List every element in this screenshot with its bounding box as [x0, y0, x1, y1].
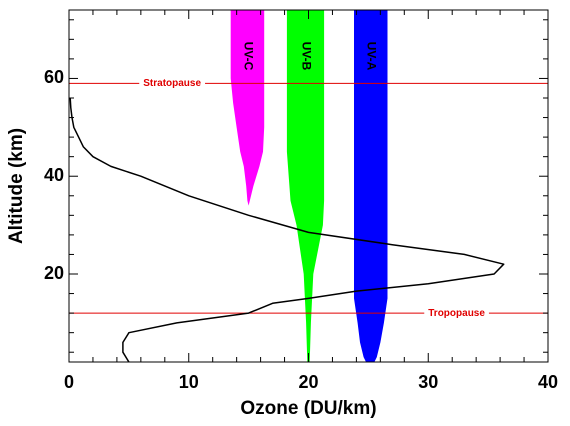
- uv-a-band: [354, 10, 388, 362]
- y-tick-label: 60: [44, 67, 64, 87]
- ozone-profile-line: [69, 97, 505, 363]
- x-tick-label: 0: [64, 372, 74, 392]
- x-tick-label: 30: [418, 372, 438, 392]
- uv-b-band-label: UV-B: [299, 42, 313, 71]
- y-tick-label: 20: [44, 263, 64, 283]
- axis-tick-labels: 0 10 20 30 40 20 40 60: [44, 67, 558, 392]
- ozone-profile: [69, 97, 505, 363]
- x-tick-label: 10: [179, 372, 199, 392]
- y-axis-title: Altitude (km): [6, 128, 27, 244]
- uv-bands: UV-C UV-B UV-A: [230, 10, 388, 362]
- stratopause-label: Stratopause: [143, 78, 201, 89]
- reference-lines: Stratopause Tropopause: [69, 77, 548, 320]
- uv-c-band-label: UV-C: [241, 42, 255, 71]
- x-tick-label: 20: [298, 372, 318, 392]
- tropopause-label-backdrop: [424, 307, 489, 320]
- x-axis-title: Ozone (DU/km): [240, 398, 376, 419]
- x-tick-label: 40: [538, 372, 558, 392]
- axis-ticks: [68, 10, 549, 362]
- tropopause-label: Tropopause: [428, 308, 485, 319]
- uv-a-band-label: UV-A: [365, 42, 379, 71]
- stratopause-label-backdrop: [139, 77, 206, 90]
- uv-b-band: [286, 10, 325, 362]
- y-tick-label: 40: [44, 165, 64, 185]
- uv-c-band: [230, 10, 265, 206]
